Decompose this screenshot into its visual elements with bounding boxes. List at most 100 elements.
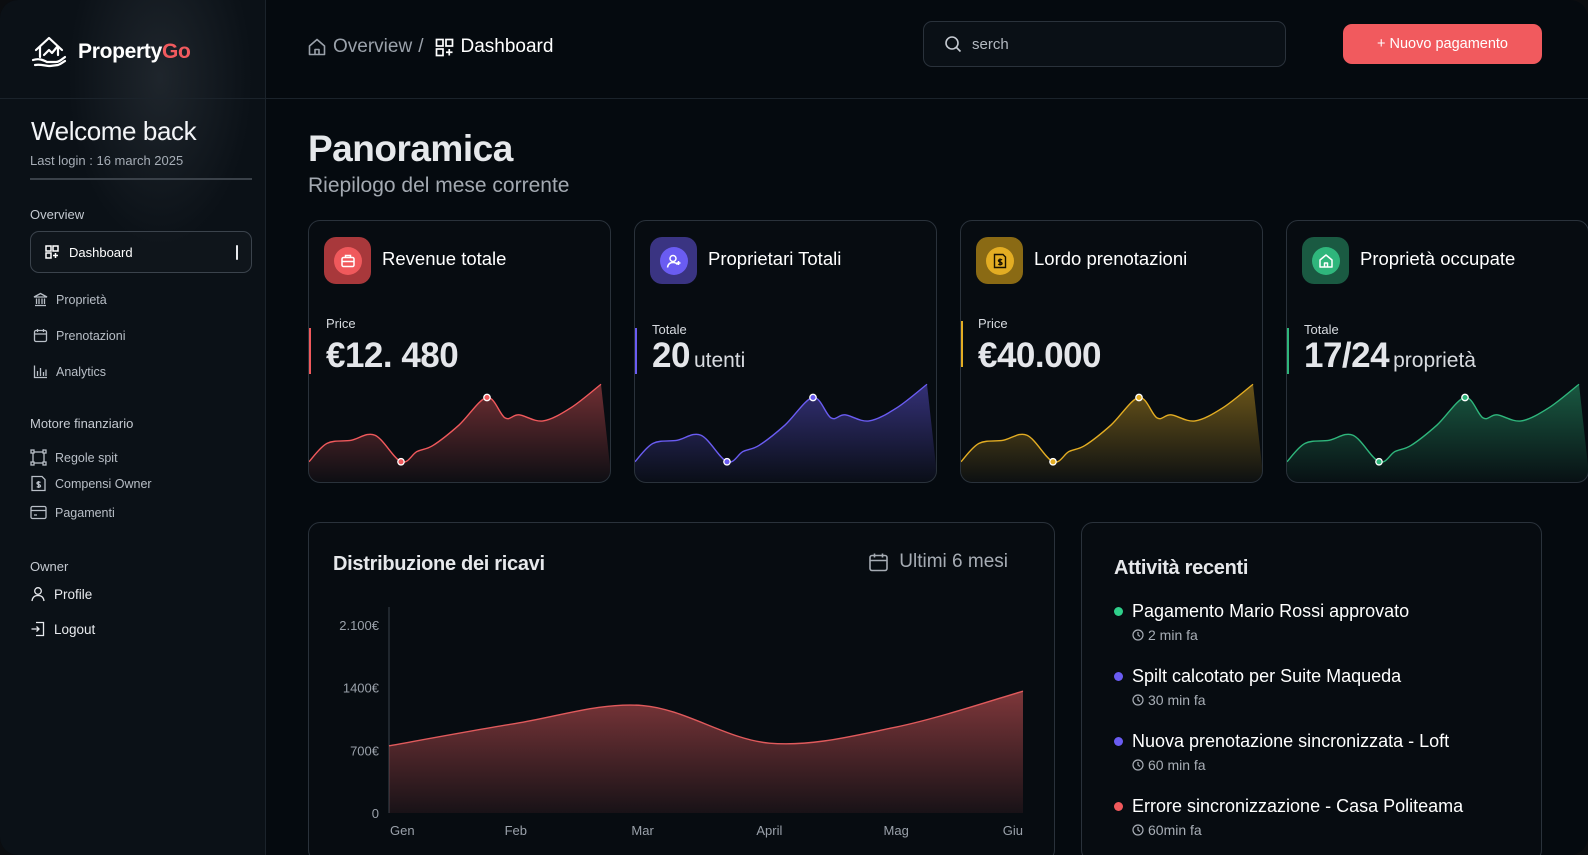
sparkline-point bbox=[1049, 457, 1057, 466]
clock-icon bbox=[1132, 629, 1144, 641]
sparkline-chart bbox=[309, 383, 610, 482]
stat-accent-bar bbox=[309, 328, 311, 374]
header-divider bbox=[266, 98, 1588, 99]
y-tick-label: 1400€ bbox=[343, 681, 380, 696]
breadcrumb: Overview / Dashboard bbox=[307, 36, 553, 58]
stat-accent-bar bbox=[961, 321, 963, 367]
status-dot bbox=[1114, 607, 1123, 616]
sparkline-area bbox=[309, 384, 610, 482]
clock-icon bbox=[1132, 694, 1144, 706]
sparkline-line bbox=[309, 383, 602, 463]
sidebar-item-profile[interactable]: Profile bbox=[30, 586, 92, 602]
status-dot bbox=[1114, 737, 1123, 746]
date-range-selector[interactable]: Ultimi 6 mesi bbox=[868, 551, 1008, 573]
brand-logo[interactable]: PropertyGo bbox=[30, 32, 191, 72]
sparkline-point bbox=[483, 393, 491, 402]
stat-card-gross-bookings[interactable]: Lordo prenotazioni Price €40.000 bbox=[960, 220, 1263, 483]
section-label-finance: Motore finanziario bbox=[30, 416, 134, 431]
section-label-overview: Overview bbox=[30, 207, 85, 222]
stat-card-occupied-properties[interactable]: Proprietà occupate Totale 17/24 proprietà bbox=[1286, 220, 1588, 483]
sparkline-point bbox=[1375, 457, 1383, 466]
sidebar-item-compensi-owner[interactable]: Compensi Owner bbox=[30, 475, 152, 492]
activity-time: 60 min fa bbox=[1132, 757, 1206, 773]
brand-name: PropertyGo bbox=[78, 40, 191, 63]
sparkline-point bbox=[397, 457, 405, 466]
stat-label: Price bbox=[326, 316, 356, 331]
revenue-area bbox=[389, 691, 1023, 813]
sidebar-item-label: Pagamenti bbox=[55, 505, 115, 520]
revenue-distribution-panel: Distribuzione dei ricavi Ultimi 6 mesi 0… bbox=[308, 522, 1055, 855]
sidebar-item-label: Prenotazioni bbox=[56, 328, 126, 343]
stat-value: 20 utenti bbox=[652, 336, 746, 375]
sidebar-item-logout[interactable]: Logout bbox=[30, 621, 95, 637]
sidebar-item-dashboard[interactable]: Dashboard bbox=[30, 231, 252, 273]
stat-label: Totale bbox=[652, 322, 687, 337]
stat-icon-box bbox=[976, 237, 1023, 284]
breadcrumb-separator: / bbox=[418, 36, 424, 57]
sidebar-item-label: Regole spit bbox=[55, 450, 118, 465]
activity-text: Nuova prenotazione sincronizzata - Loft bbox=[1132, 731, 1450, 751]
sidebar-item-label: Proprietà bbox=[56, 292, 107, 307]
invoice-icon bbox=[993, 253, 1006, 268]
active-indicator bbox=[236, 245, 238, 260]
sparkline-area bbox=[1287, 384, 1588, 482]
sidebar-item-label: Dashboard bbox=[69, 244, 133, 260]
sidebar-item-proprieta[interactable]: Proprietà bbox=[33, 292, 107, 307]
stat-icon-box bbox=[650, 237, 697, 284]
search-icon bbox=[945, 36, 962, 53]
new-payment-button[interactable]: + Nuovo pagamento bbox=[1343, 24, 1542, 64]
sidebar-item-analytics[interactable]: Analytics bbox=[33, 364, 106, 379]
stat-accent-bar bbox=[1287, 328, 1289, 374]
logout-icon bbox=[31, 621, 45, 637]
sidebar-item-label: Logout bbox=[54, 621, 96, 637]
search-input[interactable] bbox=[972, 35, 1262, 53]
sidebar-item-prenotazioni[interactable]: Prenotazioni bbox=[33, 328, 126, 343]
sparkline-point bbox=[723, 457, 731, 466]
user-icon bbox=[666, 254, 680, 268]
stat-label: Price bbox=[978, 316, 1008, 331]
sparkline-chart bbox=[961, 383, 1262, 482]
stat-card-owners[interactable]: Proprietari Totali Totale 20 utenti bbox=[634, 220, 937, 483]
page-subtitle: Riepilogo del mese corrente bbox=[308, 174, 570, 197]
sidebar-item-label: Analytics bbox=[56, 364, 107, 379]
sparkline-chart bbox=[1287, 383, 1588, 482]
date-range-label: Ultimi 6 mesi bbox=[899, 551, 1008, 572]
page-title: Panoramica bbox=[308, 128, 513, 169]
stat-title: Proprietari Totali bbox=[708, 248, 842, 269]
revenue-line bbox=[388, 690, 1024, 747]
split-icon bbox=[30, 449, 47, 466]
stat-value: 17/24 proprietà bbox=[1304, 336, 1476, 375]
stat-accent-bar bbox=[635, 328, 637, 374]
stat-value: €40.000 bbox=[978, 336, 1102, 375]
x-tick-label: Giu bbox=[1003, 823, 1023, 838]
section-label-owner: Owner bbox=[30, 559, 69, 574]
stat-card-revenue[interactable]: Revenue totale Price €12. 480 bbox=[308, 220, 611, 483]
breadcrumb-overview[interactable]: Overview bbox=[333, 36, 413, 57]
divider bbox=[30, 178, 252, 180]
sparkline-point bbox=[1135, 393, 1143, 402]
sparkline-point bbox=[809, 393, 817, 402]
welcome-heading: Welcome back bbox=[31, 116, 197, 146]
activity-text: Spilt calcotato per Suite Maqueda bbox=[1132, 666, 1402, 686]
activity-time: 2 min fa bbox=[1132, 627, 1198, 643]
calendar-icon bbox=[869, 553, 889, 571]
sparkline-line bbox=[1287, 383, 1580, 463]
user-icon bbox=[31, 587, 45, 602]
revenue-area-chart: 0 700€ 1400€ 2.100€ Gen Feb Mar April Mag Giu bbox=[339, 607, 1024, 838]
sidebar-item-label: Compensi Owner bbox=[55, 476, 152, 491]
sparkline-point bbox=[1461, 393, 1469, 402]
sidebar-item-regole-split[interactable]: Regole spit bbox=[30, 449, 118, 466]
activity-title: Attività recenti bbox=[1114, 557, 1249, 579]
stat-title: Proprietà occupate bbox=[1360, 248, 1516, 269]
search-bar[interactable] bbox=[923, 21, 1286, 67]
recent-activity-panel: Attività recenti Pagamento Mario Rossi a… bbox=[1081, 522, 1542, 855]
status-dot bbox=[1114, 802, 1123, 811]
sidebar-item-pagamenti[interactable]: Pagamenti bbox=[30, 504, 115, 521]
sparkline-area bbox=[961, 384, 1262, 482]
stat-title: Lordo prenotazioni bbox=[1034, 248, 1188, 269]
y-tick-label: 700€ bbox=[350, 743, 380, 758]
sparkline-line bbox=[961, 383, 1254, 463]
grid-icon bbox=[436, 38, 454, 56]
building-icon bbox=[33, 292, 48, 307]
